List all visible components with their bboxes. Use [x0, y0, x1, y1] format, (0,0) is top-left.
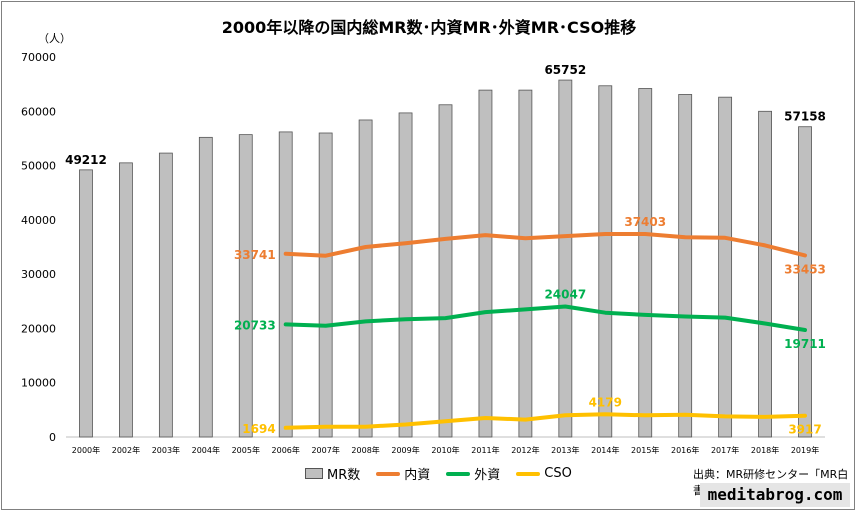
legend-item-cso: CSO: [516, 466, 572, 481]
legend-swatch-mr: [305, 468, 323, 479]
x-tick-label: 2000年: [72, 445, 100, 455]
x-tick-label: 2019年: [791, 445, 819, 455]
x-tick-label: 2018年: [751, 445, 779, 455]
data-label-gaishi: 19711: [784, 337, 826, 351]
x-tick-label: 2017年: [711, 445, 739, 455]
data-label-mr: 65752: [544, 63, 586, 77]
legend-swatch-naishi: [376, 471, 401, 476]
bar-mr: [678, 94, 693, 438]
legend-item-gaishi: 外資: [446, 464, 500, 483]
line-gaishi: [283, 304, 807, 332]
data-label-naishi: 33741: [234, 248, 276, 262]
legend-label-gaishi: 外資: [474, 468, 501, 483]
y-tick-label: 40000: [21, 214, 56, 227]
bar-mr: [398, 112, 413, 438]
x-tick-label: 2012年: [511, 445, 539, 455]
bar-mr: [278, 131, 293, 438]
legend-swatch-cso: [516, 471, 541, 476]
data-label-gaishi: 20733: [234, 318, 276, 332]
bar-mr: [158, 152, 173, 438]
legend-label-cso: CSO: [544, 466, 572, 481]
y-tick-label: 20000: [21, 322, 56, 335]
x-tick-label: 2006年: [272, 445, 300, 455]
data-label-gaishi: 24047: [544, 287, 586, 301]
data-label-cso: 4179: [589, 395, 622, 409]
x-tick-label: 2008年: [351, 445, 379, 455]
x-tick-label: 2014年: [591, 445, 619, 455]
y-tick-label: 60000: [21, 105, 56, 118]
legend-label-mr: MR数: [327, 468, 361, 483]
bar-mr: [79, 169, 93, 438]
bar-mr: [758, 110, 772, 438]
x-tick-label: 2007年: [311, 445, 339, 455]
data-label-cso: 3917: [788, 423, 821, 437]
x-tick-label: 2002年: [112, 445, 140, 455]
x-tick-label: 2005年: [232, 445, 260, 455]
x-tick-label: 2009年: [391, 445, 419, 455]
site-brand: meditabrog.com: [700, 483, 850, 507]
bar-mr: [119, 162, 133, 438]
x-tick-label: 2011年: [471, 445, 499, 455]
bar-mr: [318, 132, 333, 438]
x-tick-label: 2013年: [551, 445, 579, 455]
bar-mr: [798, 126, 812, 438]
bar-mr: [358, 119, 373, 438]
y-tick-label: 30000: [21, 268, 56, 281]
chart-title: 2000年以降の国内総MR数･内資MR･外資MR･CSO推移: [221, 18, 637, 37]
legend-swatch-gaishi: [446, 471, 471, 476]
line-cso: [283, 412, 807, 430]
data-label-mr: 49212: [65, 153, 107, 167]
bar-mr: [558, 79, 573, 438]
data-label-cso: 1694: [242, 422, 275, 436]
y-tick-label: 0: [49, 431, 56, 444]
y-axis-unit: （人）: [38, 32, 71, 45]
bar-mr: [718, 96, 733, 438]
bar-mr: [598, 85, 613, 438]
data-label-mr: 57158: [784, 110, 826, 124]
bar-mr: [518, 89, 533, 438]
legend: MR数 内資 外資 CSO: [305, 464, 572, 483]
bar-mr: [198, 136, 213, 438]
x-tick-label: 2010年: [431, 445, 459, 455]
x-tick-label: 2015年: [631, 445, 659, 455]
legend-label-naishi: 内資: [404, 468, 431, 483]
y-tick-label: 50000: [21, 160, 56, 173]
data-label-naishi: 33453: [784, 262, 826, 276]
legend-item-mr: MR数: [305, 464, 360, 483]
x-tick-label: 2004年: [192, 445, 220, 455]
x-tick-label: 2003年: [152, 445, 180, 455]
x-tick-label: 2016年: [671, 445, 699, 455]
bar-mr: [438, 104, 453, 438]
bar-mr: [238, 134, 253, 438]
y-tick-label: 10000: [21, 377, 56, 390]
y-tick-label: 70000: [21, 51, 56, 64]
data-label-naishi: 37403: [624, 215, 666, 229]
bar-mr: [638, 88, 653, 438]
legend-item-naishi: 内資: [376, 464, 430, 483]
bar-mr: [478, 89, 493, 438]
line-naishi: [283, 232, 807, 258]
